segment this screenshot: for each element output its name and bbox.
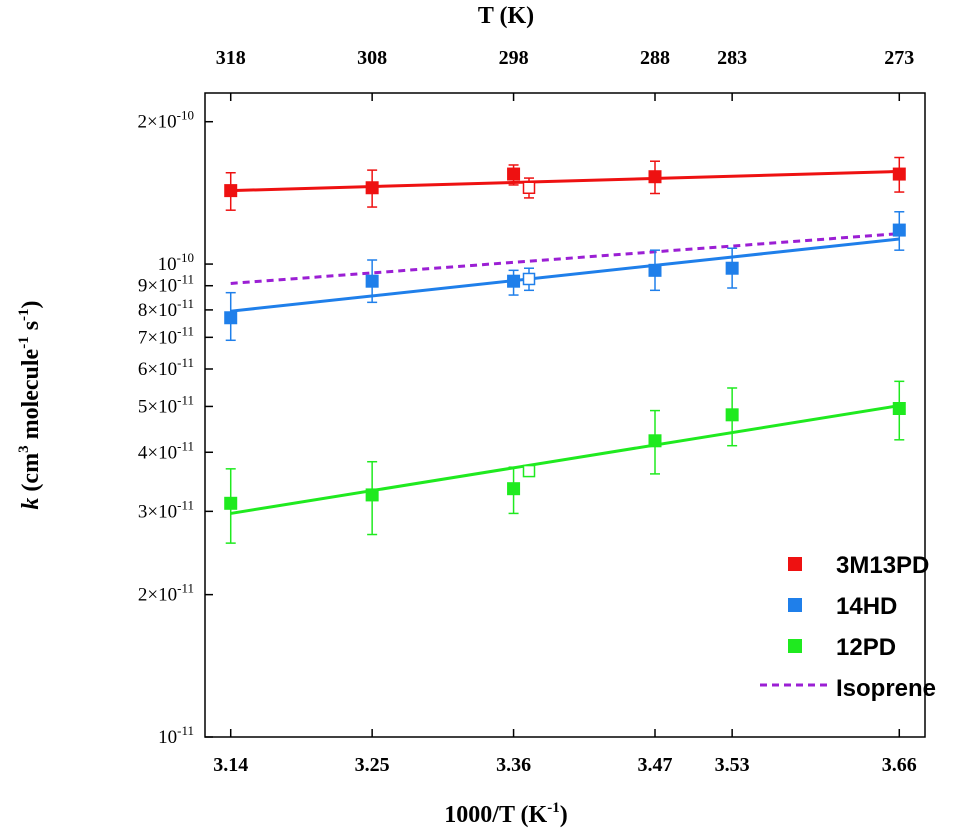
x-tick-label: 3.66 (882, 754, 917, 776)
y-tick-label: 6×10-11 (138, 355, 194, 380)
data-point-3m13pd (224, 184, 238, 198)
top-x-tick-label: 308 (357, 47, 387, 69)
y-tick-label: 9×10-11 (138, 272, 194, 297)
y-tick-label: 10-11 (158, 723, 194, 748)
x-tick-labels: 3.14 3.25 3.36 3.47 3.53 3.66 (213, 754, 917, 776)
data-point-14hd (365, 274, 379, 288)
y-tick-label: 3×10-11 (138, 497, 194, 522)
open-point-12pd (522, 464, 536, 478)
x-tick-label: 3.25 (355, 754, 390, 776)
data-point-14hd (725, 261, 739, 275)
y-axis-title: k (cm3 molecule-1 s-1) (16, 300, 44, 509)
data-point-14hd (648, 263, 662, 277)
legend-label-12pd: 12PD (836, 634, 896, 661)
x-tick-label: 3.36 (496, 754, 531, 776)
top-x-tick-label: 283 (717, 47, 747, 69)
x-tick-label: 3.53 (715, 754, 750, 776)
y-tick-label: 10-10 (158, 250, 194, 275)
data-point-14hd (224, 311, 238, 325)
top-axis-title: T (K) (478, 3, 534, 29)
axis-ticks (205, 93, 901, 738)
data-point-12pd (725, 408, 739, 422)
top-x-tick-label: 288 (640, 47, 670, 69)
fit-line-isoprene (230, 232, 900, 285)
open-point-3m13pd (522, 181, 536, 195)
data-point-12pd (224, 496, 238, 510)
top-x-tick-label: 298 (499, 47, 529, 69)
top-x-tick-label: 318 (216, 47, 246, 69)
y-tick-label: 5×10-11 (138, 392, 194, 417)
fit-line-3m13pd (230, 169, 900, 193)
data-point-14hd (507, 274, 521, 288)
top-x-tick-labels: 318 308 298 288 283 273 (216, 47, 915, 69)
data-point-3m13pd (365, 181, 379, 195)
legend-item-3m13pd: 3M13PD (788, 552, 929, 579)
fit-lines (230, 169, 900, 515)
legend-label-3m13pd: 3M13PD (836, 552, 929, 579)
fit-line-14hd (230, 237, 900, 313)
data-point-14hd (892, 223, 906, 237)
y-tick-label: 2×10-10 (137, 108, 194, 133)
data-point-3m13pd (648, 170, 662, 184)
legend-marker-12pd (788, 639, 802, 653)
plot-frame (204, 92, 926, 738)
data-point-12pd (365, 488, 379, 502)
open-point-14hd (522, 272, 536, 286)
data-point-12pd (507, 482, 521, 496)
error-bars (225, 156, 905, 544)
y-tick-label: 8×10-11 (138, 296, 194, 321)
data-point-3m13pd (892, 167, 906, 181)
legend-label-isoprene: Isoprene (836, 675, 936, 702)
y-tick-label: 4×10-11 (138, 438, 194, 463)
legend-label-14hd: 14HD (836, 593, 897, 620)
legend-item-12pd: 12PD (788, 634, 896, 661)
legend-marker-3m13pd (788, 557, 802, 571)
fit-line-12pd (230, 404, 900, 515)
y-tick-labels: 10-11 2×10-11 3×10-11 4×10-11 5×10-11 6×10-11… (137, 108, 194, 748)
x-tick-label: 3.14 (213, 754, 248, 776)
x-tick-label: 3.47 (638, 754, 673, 776)
legend: 3M13PD 14HD 12PD Isoprene (760, 552, 936, 702)
top-x-tick-label: 273 (884, 47, 914, 69)
legend-item-isoprene: Isoprene (760, 675, 936, 702)
data-point-3m13pd (507, 167, 521, 181)
y-tick-label: 7×10-11 (138, 323, 194, 348)
y-tick-label: 2×10-11 (138, 581, 194, 606)
legend-item-14hd: 14HD (788, 593, 897, 620)
data-point-12pd (892, 402, 906, 416)
x-axis-title: 1000/T (K-1) (444, 800, 567, 828)
data-point-12pd (648, 434, 662, 448)
data-points (224, 167, 906, 510)
legend-marker-14hd (788, 598, 802, 612)
